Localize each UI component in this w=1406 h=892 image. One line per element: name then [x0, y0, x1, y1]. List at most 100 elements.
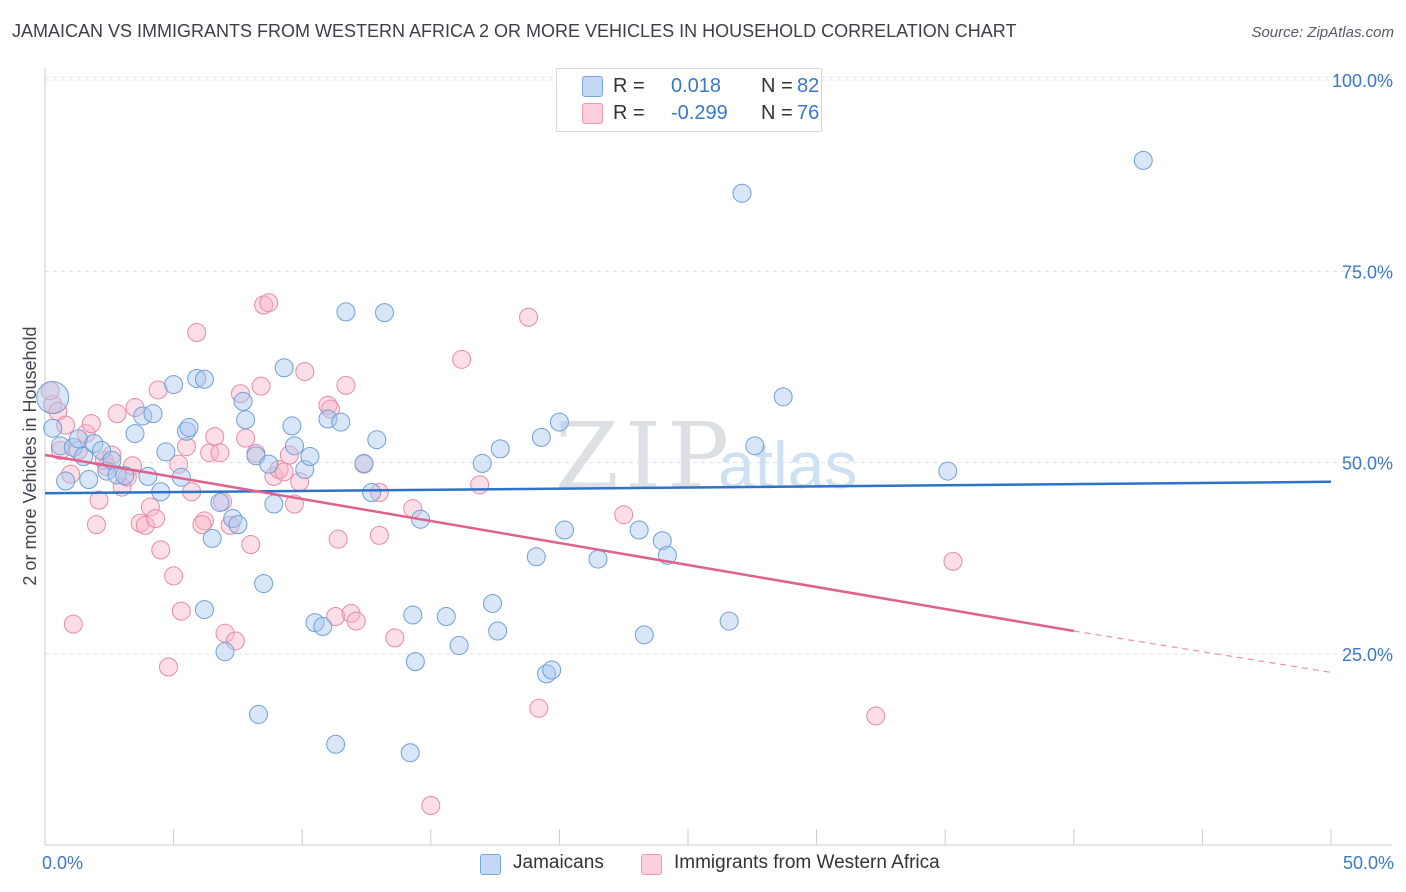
data-point-western-africa: [279, 445, 299, 465]
data-point-western-africa: [295, 362, 315, 382]
tick-labels: 25.0% 50.0% 75.0% 100.0% 0.0% 50.0%: [42, 71, 1394, 873]
legend-r-label: R =: [613, 75, 645, 97]
data-point-western-africa: [259, 293, 279, 313]
series-jamaicans-points: [36, 150, 1153, 763]
data-point-jamaicans: [331, 412, 351, 432]
data-point-jamaicans: [156, 442, 176, 462]
data-point-jamaicans: [187, 368, 207, 388]
trend-lines: [44, 453, 1332, 673]
data-point-jamaicans: [143, 404, 163, 424]
legend-n-value: 76: [797, 102, 820, 124]
legend-r-label: R =: [613, 102, 645, 124]
data-point-jamaicans: [194, 369, 214, 389]
watermark-atlas: atlas: [718, 428, 857, 502]
data-point-western-africa: [89, 490, 109, 510]
data-point-jamaicans: [202, 528, 222, 548]
data-point-jamaicans: [264, 494, 284, 514]
data-point-jamaicans: [403, 605, 423, 625]
data-point-western-africa: [421, 796, 441, 816]
bottom-legend-label: Immigrants from Western Africa: [674, 852, 940, 873]
data-point-jamaicans: [732, 183, 752, 203]
data-point-jamaicans: [115, 466, 135, 486]
data-point-jamaicans: [36, 381, 70, 415]
data-point-jamaicans: [300, 447, 320, 467]
data-point-jamaicans: [194, 600, 214, 620]
data-point-western-africa: [519, 307, 539, 327]
data-point-western-africa: [205, 427, 225, 447]
data-point-jamaicans: [164, 375, 184, 395]
data-point-western-africa: [86, 515, 106, 535]
data-point-jamaicans: [282, 416, 302, 436]
data-point-western-africa: [326, 606, 346, 626]
data-point-jamaicans: [84, 434, 104, 454]
data-point-jamaicans: [215, 642, 235, 662]
data-point-jamaicans: [472, 453, 492, 473]
data-point-jamaicans: [336, 302, 356, 322]
data-point-jamaicans: [354, 453, 374, 473]
data-point-western-africa: [210, 443, 230, 463]
data-point-western-africa: [146, 509, 166, 529]
data-point-jamaicans: [549, 412, 569, 432]
trend-line-western-africa: [44, 453, 1075, 633]
data-point-jamaicans: [719, 611, 739, 631]
data-point-jamaicans: [405, 652, 425, 672]
data-point-jamaicans: [223, 509, 243, 529]
data-point-jamaicans: [313, 616, 333, 636]
data-point-jamaicans: [526, 547, 546, 567]
data-point-jamaicans: [483, 593, 503, 613]
data-point-western-africa: [529, 698, 549, 718]
data-point-western-africa: [470, 475, 490, 495]
data-point-jamaicans: [43, 418, 63, 438]
data-point-jamaicans: [400, 743, 420, 763]
data-point-western-africa: [158, 657, 178, 677]
data-point-western-africa: [943, 551, 963, 571]
data-point-jamaicans: [938, 461, 958, 481]
data-point-western-africa: [236, 428, 256, 448]
data-point-jamaicans: [436, 606, 456, 626]
data-point-jamaicans: [629, 520, 649, 540]
data-point-jamaicans: [125, 424, 145, 444]
data-point-jamaicans: [745, 436, 765, 456]
source-label: Source: ZipAtlas.com: [1251, 24, 1394, 41]
x-tick-label: 50.0%: [1343, 853, 1394, 873]
data-point-jamaicans: [254, 574, 274, 594]
data-point-jamaicans: [274, 358, 294, 378]
data-point-jamaicans: [236, 410, 256, 430]
series-western-africa-points: [40, 293, 963, 816]
data-point-western-africa: [269, 460, 289, 480]
data-point-jamaicans: [107, 465, 127, 485]
data-point-western-africa: [385, 628, 405, 648]
data-point-jamaicans: [326, 734, 346, 754]
data-point-jamaicans: [488, 621, 508, 641]
data-point-western-africa: [140, 497, 160, 517]
data-point-jamaicans: [588, 549, 608, 569]
data-point-western-africa: [328, 529, 348, 549]
data-point-western-africa: [866, 706, 886, 726]
data-point-jamaicans: [531, 427, 551, 447]
data-point-western-africa: [346, 611, 366, 631]
data-point-western-africa: [230, 384, 250, 404]
data-point-jamaicans: [537, 664, 557, 684]
data-point-western-africa: [225, 631, 245, 651]
y-tick-label: 100.0%: [1332, 71, 1393, 91]
data-point-western-africa: [164, 566, 184, 586]
data-point-jamaicans: [652, 531, 672, 551]
data-point-jamaicans: [79, 469, 99, 489]
data-point-jamaicans: [92, 440, 112, 460]
legend-swatch-blue: [582, 76, 603, 97]
data-point-jamaicans: [449, 636, 469, 656]
data-point-jamaicans: [210, 492, 230, 512]
data-point-jamaicans: [367, 430, 387, 450]
data-point-western-africa: [187, 323, 207, 343]
legend-n-value: 82: [797, 75, 820, 97]
data-point-western-africa: [176, 437, 196, 457]
data-point-jamaicans: [284, 436, 304, 456]
legend-swatch-pink: [582, 103, 603, 124]
watermark-zip: ZIP: [555, 403, 735, 510]
data-point-jamaicans: [773, 387, 793, 407]
y-tick-label: 75.0%: [1342, 262, 1393, 282]
data-point-western-africa: [369, 482, 389, 502]
data-point-jamaicans: [68, 429, 88, 449]
data-point-jamaicans: [490, 439, 510, 459]
